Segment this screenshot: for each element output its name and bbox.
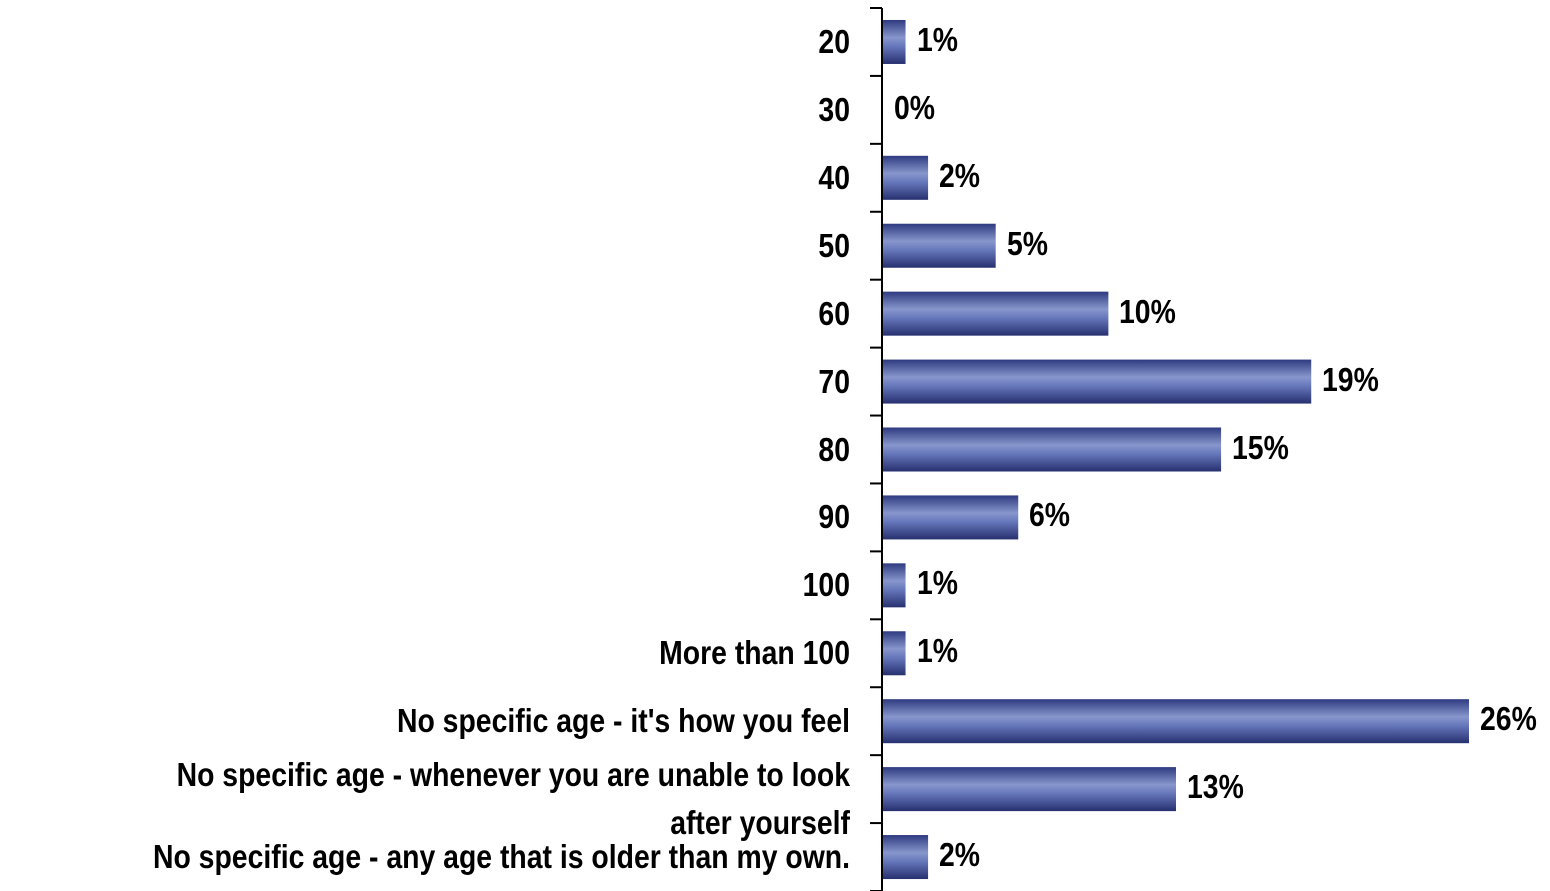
category-label: No specific age - any age that is older …: [152, 838, 850, 876]
data-label: 15%: [1232, 428, 1289, 466]
bar: [883, 155, 929, 200]
bar: [883, 359, 1312, 404]
bar: [883, 495, 1019, 540]
category-label: 30: [818, 90, 850, 128]
bar: [883, 223, 996, 268]
category-label: 100: [802, 566, 850, 604]
data-label: 6%: [1029, 496, 1071, 534]
category-label: 40: [818, 158, 850, 196]
data-label: 13%: [1187, 768, 1244, 806]
data-label: 1%: [916, 632, 958, 670]
data-label: 5%: [1006, 224, 1048, 262]
category-label: 70: [818, 362, 850, 400]
data-label: 2%: [939, 836, 981, 874]
category-label: No specific age - it's how you feel: [396, 702, 850, 740]
data-label: 0%: [894, 88, 936, 126]
category-label: 80: [818, 430, 850, 468]
bar: [883, 835, 929, 880]
data-label: 2%: [939, 156, 981, 194]
category-label: 60: [818, 294, 850, 332]
data-label: 10%: [1119, 292, 1177, 330]
category-label: 90: [818, 498, 850, 536]
bar: [883, 19, 906, 64]
bar: [883, 631, 906, 676]
data-label: 1%: [916, 20, 958, 58]
bar: [883, 699, 1469, 744]
category-label: 50: [818, 226, 850, 264]
bar: [883, 767, 1176, 812]
bar: [883, 427, 1222, 472]
bar: [883, 291, 1109, 336]
category-label: 20: [818, 22, 850, 60]
data-label: 1%: [916, 564, 958, 602]
category-label: No specific age - whenever you are unabl…: [176, 756, 851, 842]
data-label: 26%: [1480, 700, 1537, 738]
data-label: 19%: [1322, 360, 1380, 398]
category-label: More than 100: [659, 634, 850, 672]
bar: [883, 563, 906, 608]
